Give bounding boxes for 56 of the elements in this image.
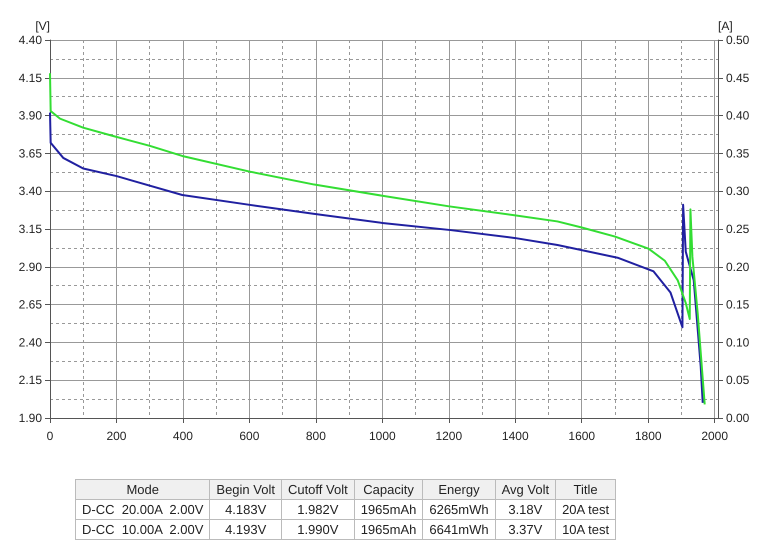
y2-tick-label: 0.20 <box>726 260 750 274</box>
x-tick-label: 600 <box>239 429 260 443</box>
x-tick-label: 1800 <box>634 429 662 443</box>
text: 1.990V <box>281 520 354 540</box>
text: Title <box>556 480 616 500</box>
y2-tick-label: 0.30 <box>726 184 750 198</box>
y-tick-label: 2.15 <box>18 373 42 388</box>
text: Mode <box>76 480 210 500</box>
y2-tick-label: 0.25 <box>726 222 750 236</box>
y2-tick-label: 0.00 <box>726 411 750 425</box>
text: Cutoff Volt <box>281 480 354 500</box>
text: 4.193V <box>210 520 282 540</box>
x-tick-label: 800 <box>306 429 326 443</box>
x-tick-label: 400 <box>172 429 194 443</box>
x-tick-label: 0 <box>46 429 54 443</box>
y2-tick-label: 0.35 <box>726 146 750 160</box>
y-tick-label: 3.15 <box>18 222 42 236</box>
y-tick-label: 4.40 <box>18 33 42 47</box>
y2-tick-label: 0.05 <box>726 373 750 388</box>
text: 6265mWh <box>422 500 496 520</box>
y-tick-label: 3.40 <box>18 184 42 198</box>
x-tick-label: 1400 <box>502 429 529 443</box>
text: 1.982V <box>281 500 354 520</box>
y-tick-label: 3.90 <box>18 108 42 123</box>
y2-tick-label: 0.45 <box>726 70 750 85</box>
x-tick-label: 200 <box>106 429 127 443</box>
text: D-CC 10.00A 2.00V <box>76 520 210 540</box>
y2-axis-title: [A] <box>718 19 733 33</box>
text: 1965mAh <box>354 500 423 520</box>
text: 10A test <box>556 520 616 540</box>
text: Begin Volt <box>210 480 282 500</box>
text: 3.18V <box>495 500 556 520</box>
y-tick-label: 2.65 <box>18 298 42 312</box>
y2-tick-label: 0.50 <box>726 33 750 47</box>
text: Capacity <box>354 480 423 500</box>
y2-tick-label: 0.10 <box>726 335 750 350</box>
text: D-CC 20.00A 2.00V <box>76 500 210 520</box>
text: Avg Volt <box>495 480 556 500</box>
y2-tick-label: 0.40 <box>726 108 750 123</box>
x-tick-label: 1200 <box>435 429 462 443</box>
y-tick-label: 1.90 <box>18 411 42 425</box>
y-tick-label: 3.65 <box>18 146 42 160</box>
text: 20A test <box>556 500 616 520</box>
y-tick-label: 2.40 <box>18 335 42 350</box>
text: 4.183V <box>210 500 282 520</box>
y-tick-label: 4.15 <box>18 70 42 85</box>
text: 6641mWh <box>422 520 496 540</box>
text: Energy <box>422 480 496 500</box>
x-tick-label: 1600 <box>568 429 596 443</box>
x-tick-label: 1000 <box>368 429 396 443</box>
text: 1965mAh <box>354 520 423 540</box>
x-tick-label: 2000 <box>701 429 728 443</box>
y-axis-title: [V] <box>35 19 50 33</box>
text: 3.37V <box>495 520 556 540</box>
y-tick-label: 2.90 <box>18 260 42 274</box>
y2-tick-label: 0.15 <box>726 298 750 312</box>
